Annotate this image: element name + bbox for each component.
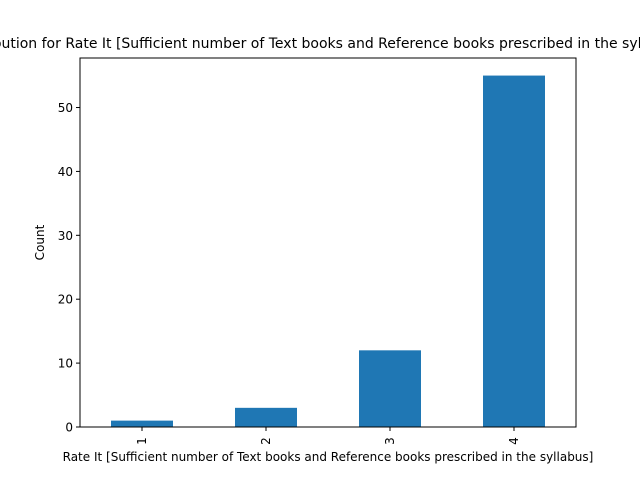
bar <box>111 420 173 427</box>
bar <box>235 407 297 427</box>
plot-frame <box>79 57 577 428</box>
y-axis-label: Count <box>33 224 47 260</box>
x-tick-label: 2 <box>259 437 273 445</box>
chart-title: Distribution for Rate It [Sufficient num… <box>0 36 640 52</box>
y-tick-label: 20 <box>58 293 73 307</box>
y-axis-ticks: 0 10 20 30 40 50 <box>58 101 80 435</box>
y-tick-label: 0 <box>65 421 73 435</box>
x-tick-label: 1 <box>135 437 149 445</box>
y-tick-label: 10 <box>58 357 73 371</box>
x-axis-ticks: 1 2 3 4 <box>135 427 521 445</box>
y-tick-label: 50 <box>58 101 73 115</box>
x-tick-label: 3 <box>383 437 397 445</box>
x-tick-label: 4 <box>507 437 521 445</box>
y-tick-label: 30 <box>58 229 73 243</box>
bar <box>483 75 545 428</box>
bars-group <box>111 75 545 428</box>
y-tick-label: 40 <box>58 165 73 179</box>
x-axis-label: Rate It [Sufficient number of Text books… <box>63 450 594 464</box>
bar <box>359 350 421 427</box>
